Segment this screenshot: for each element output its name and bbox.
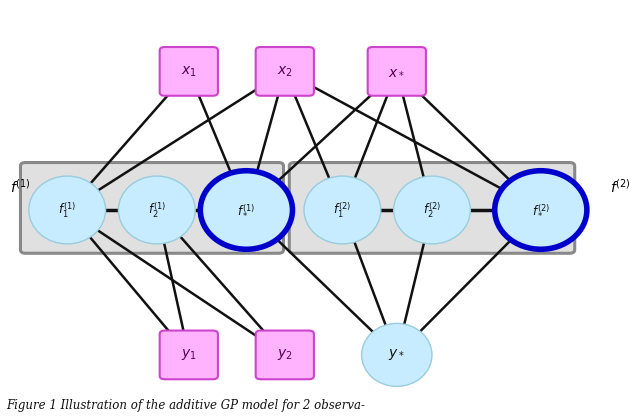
Text: $y_*$: $y_*$ <box>388 347 405 362</box>
Text: $f_2^{(2)}$: $f_2^{(2)}$ <box>423 200 441 220</box>
Text: $f^{(2)}$: $f^{(2)}$ <box>609 178 630 196</box>
Text: $f_1^{(1)}$: $f_1^{(1)}$ <box>58 200 76 220</box>
Text: $x_1$: $x_1$ <box>181 64 196 79</box>
Text: $x_*$: $x_*$ <box>388 64 405 79</box>
Ellipse shape <box>200 171 292 249</box>
Ellipse shape <box>362 323 432 386</box>
Text: $y_2$: $y_2$ <box>277 347 292 362</box>
Ellipse shape <box>304 176 381 244</box>
Text: Figure 1 Illustration of the additive GP model for 2 observa-: Figure 1 Illustration of the additive GP… <box>6 399 365 412</box>
FancyBboxPatch shape <box>160 47 218 96</box>
FancyBboxPatch shape <box>20 163 284 253</box>
Text: $f_1^{(2)}$: $f_1^{(2)}$ <box>333 200 351 220</box>
Text: $f_*^{(1)}$: $f_*^{(1)}$ <box>237 203 255 217</box>
Text: $x_2$: $x_2$ <box>277 64 292 79</box>
Ellipse shape <box>29 176 106 244</box>
Ellipse shape <box>394 176 470 244</box>
FancyBboxPatch shape <box>256 47 314 96</box>
FancyBboxPatch shape <box>289 163 575 253</box>
FancyBboxPatch shape <box>367 47 426 96</box>
Text: $f_2^{(1)}$: $f_2^{(1)}$ <box>148 200 166 220</box>
Text: $f_*^{(2)}$: $f_*^{(2)}$ <box>532 203 550 217</box>
FancyBboxPatch shape <box>160 331 218 379</box>
Ellipse shape <box>118 176 195 244</box>
FancyBboxPatch shape <box>256 331 314 379</box>
Text: $y_1$: $y_1$ <box>181 347 196 362</box>
Text: $f^{(1)}$: $f^{(1)}$ <box>10 178 31 196</box>
Ellipse shape <box>495 171 587 249</box>
